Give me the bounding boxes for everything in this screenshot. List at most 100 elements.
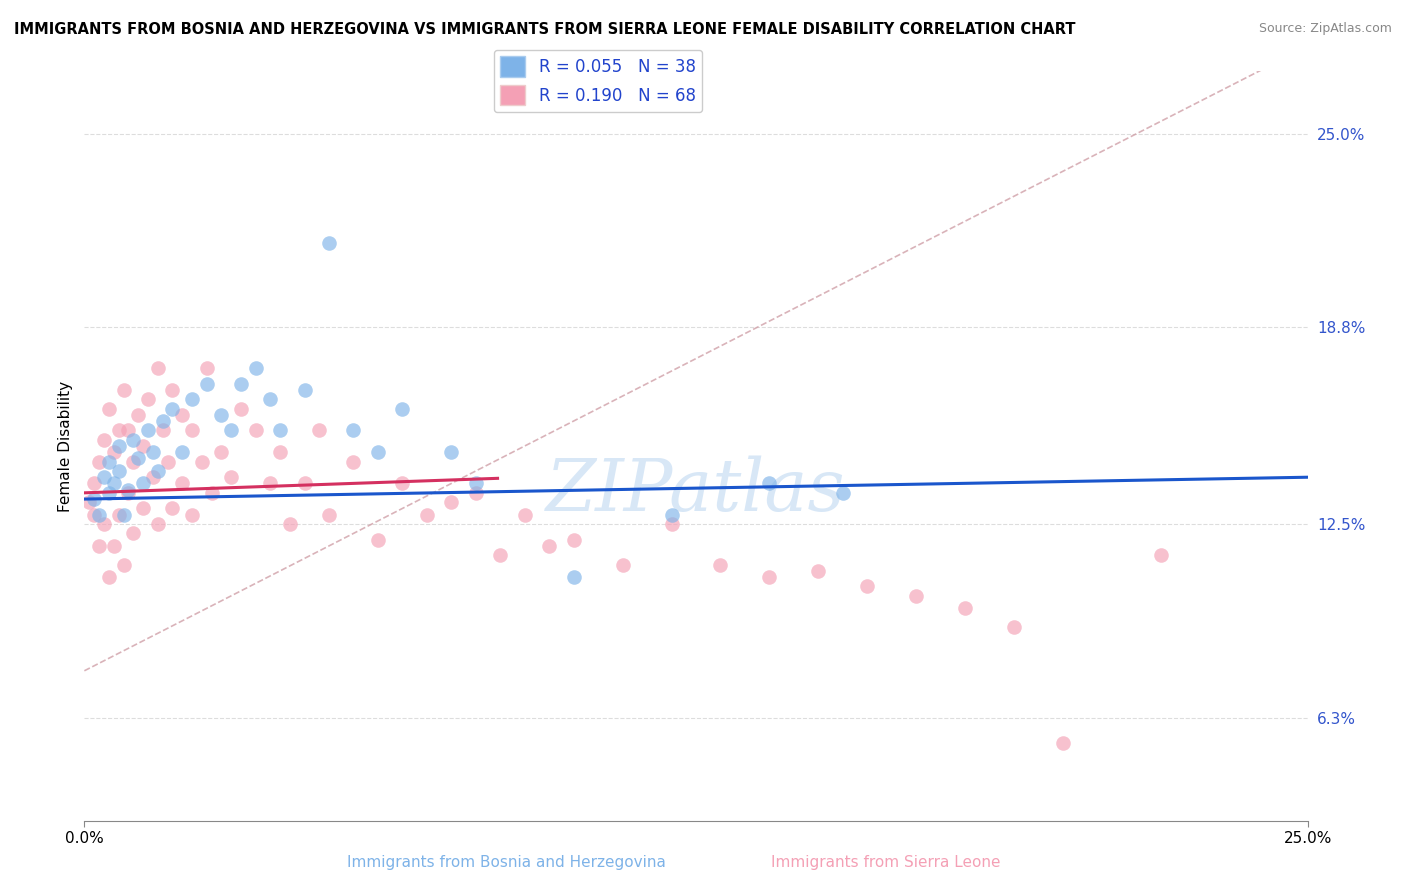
Point [132, 439, 155, 453]
Point [1150, 548, 1173, 563]
Point [464, 485, 486, 500]
Point [856, 580, 879, 594]
Point [142, 470, 165, 484]
Point [259, 476, 281, 491]
Point [136, 424, 159, 438]
Point [562, 533, 585, 547]
Point [136, 392, 159, 407]
Point [107, 424, 129, 438]
Point [229, 376, 252, 391]
Point [107, 508, 129, 522]
Point [219, 424, 242, 438]
Point [127, 451, 149, 466]
Legend: R = 0.055   N = 38, R = 0.190   N = 68: R = 0.055 N = 38, R = 0.190 N = 68 [494, 50, 703, 112]
Point [181, 392, 204, 407]
Point [146, 361, 169, 376]
Point [83, 492, 105, 507]
Point [229, 401, 252, 416]
Point [172, 445, 194, 459]
Point [77, 495, 100, 509]
Point [440, 495, 463, 509]
Point [83, 476, 105, 491]
Point [112, 383, 135, 397]
Point [87, 539, 110, 553]
Point [103, 445, 125, 459]
Point [87, 455, 110, 469]
Point [259, 392, 281, 407]
Point [103, 539, 125, 553]
Point [156, 455, 179, 469]
Point [831, 485, 853, 500]
Point [117, 424, 139, 438]
Point [269, 424, 291, 438]
Point [953, 601, 976, 615]
Text: ZIPatlas: ZIPatlas [546, 456, 846, 526]
Point [107, 464, 129, 478]
Point [758, 476, 780, 491]
Point [93, 433, 115, 447]
Point [142, 445, 165, 459]
Point [93, 470, 115, 484]
Point [758, 570, 780, 584]
Point [294, 476, 316, 491]
Point [162, 501, 184, 516]
Point [152, 414, 174, 428]
Point [132, 476, 155, 491]
Point [661, 517, 683, 532]
Point [709, 558, 731, 572]
Point [122, 526, 145, 541]
Point [209, 445, 232, 459]
Point [294, 383, 316, 397]
Point [391, 476, 413, 491]
Point [209, 408, 232, 422]
Point [152, 424, 174, 438]
Point [195, 361, 218, 376]
Point [308, 424, 330, 438]
Point [191, 455, 214, 469]
Point [87, 508, 110, 522]
Point [146, 517, 169, 532]
Point [97, 570, 120, 584]
Point [269, 445, 291, 459]
Point [127, 408, 149, 422]
Point [905, 589, 928, 603]
Point [162, 383, 184, 397]
Point [367, 445, 389, 459]
Point [245, 361, 267, 376]
Point [97, 401, 120, 416]
Point [93, 517, 115, 532]
Point [278, 517, 301, 532]
Point [318, 508, 340, 522]
Point [342, 424, 364, 438]
Point [97, 485, 120, 500]
Point [103, 476, 125, 491]
Point [107, 439, 129, 453]
Point [489, 548, 512, 563]
Point [245, 424, 267, 438]
Point [146, 464, 169, 478]
Point [195, 376, 218, 391]
Point [132, 501, 155, 516]
Point [172, 408, 194, 422]
Text: Immigrants from Sierra Leone: Immigrants from Sierra Leone [770, 855, 1001, 870]
Point [562, 570, 585, 584]
Point [181, 424, 204, 438]
Point [112, 508, 135, 522]
Point [513, 508, 536, 522]
Point [342, 455, 364, 469]
Y-axis label: Female Disability: Female Disability [58, 380, 73, 512]
Point [538, 539, 561, 553]
Text: Immigrants from Bosnia and Herzegovina: Immigrants from Bosnia and Herzegovina [347, 855, 665, 870]
Point [1052, 735, 1074, 749]
Point [391, 401, 413, 416]
Point [318, 236, 340, 251]
Point [172, 476, 194, 491]
Text: Source: ZipAtlas.com: Source: ZipAtlas.com [1258, 22, 1392, 36]
Point [122, 455, 145, 469]
Point [367, 533, 389, 547]
Point [162, 401, 184, 416]
Point [661, 508, 683, 522]
Point [612, 558, 634, 572]
Point [1002, 620, 1025, 634]
Point [200, 485, 222, 500]
